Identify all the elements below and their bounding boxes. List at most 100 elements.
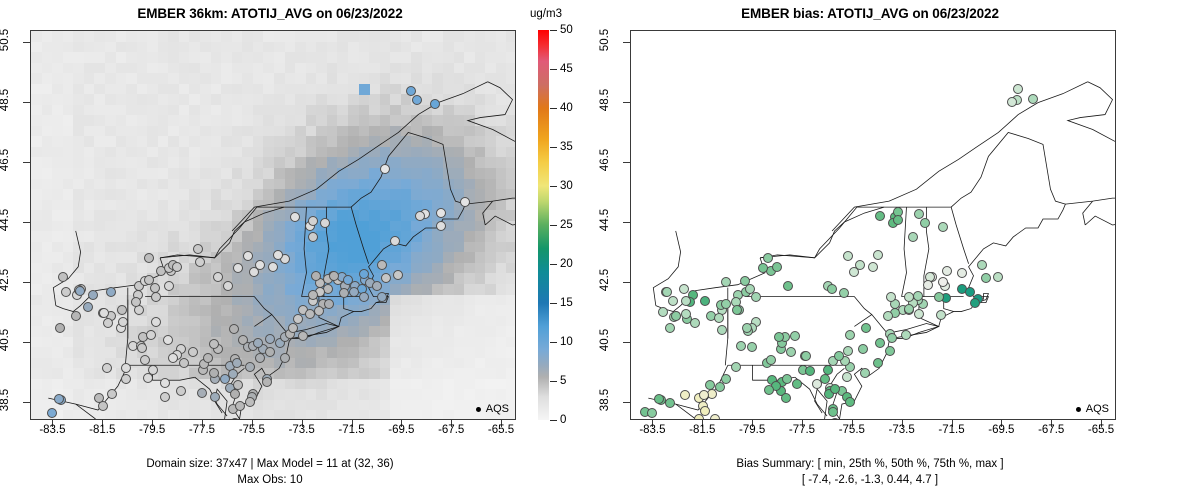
aqs-station-marker[interactable] [377, 292, 388, 303]
aqs-station-marker[interactable] [93, 393, 104, 403]
aqs-station-marker[interactable] [855, 260, 866, 270]
aqs-station-marker[interactable] [860, 368, 871, 379]
aqs-station-marker[interactable] [824, 389, 835, 400]
aqs-station-marker[interactable] [380, 273, 391, 283]
aqs-station-marker[interactable] [150, 317, 161, 327]
aqs-station-marker[interactable] [883, 310, 894, 321]
aqs-station-marker[interactable] [130, 297, 141, 308]
aqs-station-marker[interactable] [970, 298, 980, 309]
aqs-station-marker[interactable] [741, 322, 752, 333]
aqs-station-marker[interactable] [964, 286, 975, 297]
aqs-station-marker[interactable] [681, 296, 692, 307]
aqs-station-marker[interactable] [811, 378, 822, 389]
aqs-station-marker[interactable] [252, 337, 263, 348]
aqs-station-marker[interactable] [116, 304, 127, 315]
aqs-station-marker[interactable] [782, 374, 793, 385]
aqs-station-marker[interactable] [764, 385, 775, 396]
aqs-station-marker[interactable] [791, 379, 802, 390]
aqs-station-marker[interactable] [244, 397, 255, 408]
aqs-station-marker[interactable] [661, 286, 672, 297]
aqs-station-marker[interactable] [901, 330, 912, 341]
aqs-station-marker[interactable] [412, 95, 423, 105]
aqs-station-marker[interactable] [912, 290, 923, 301]
aqs-station-marker[interactable] [280, 353, 291, 364]
aqs-station-marker[interactable] [192, 243, 203, 254]
aqs-station-marker[interactable] [98, 401, 109, 411]
aqs-station-marker[interactable] [848, 266, 859, 277]
aqs-station-marker[interactable] [938, 221, 949, 232]
aqs-station-marker[interactable] [242, 251, 253, 262]
aqs-station-marker[interactable] [941, 265, 952, 276]
aqs-station-marker[interactable] [148, 365, 159, 375]
aqs-station-marker[interactable] [840, 355, 851, 366]
aqs-station-marker[interactable] [845, 330, 856, 341]
aqs-station-marker[interactable] [700, 295, 711, 306]
aqs-station-marker[interactable] [667, 296, 678, 307]
aqs-station-marker[interactable] [844, 397, 855, 408]
aqs-station-marker[interactable] [54, 394, 65, 405]
aqs-station-marker[interactable] [842, 251, 853, 262]
aqs-station-marker[interactable] [197, 388, 208, 399]
aqs-station-marker[interactable] [348, 286, 359, 297]
aqs-station-marker[interactable] [414, 211, 425, 222]
aqs-station-marker[interactable] [358, 292, 369, 303]
aqs-station-marker[interactable] [146, 330, 157, 341]
aqs-station-marker[interactable] [671, 310, 682, 321]
aqs-station-marker[interactable] [143, 252, 154, 263]
aqs-station-marker[interactable] [993, 271, 1004, 282]
aqs-station-marker[interactable] [735, 341, 746, 351]
aqs-station-marker[interactable] [248, 266, 259, 277]
aqs-station-marker[interactable] [307, 231, 318, 242]
aqs-station-marker[interactable] [57, 272, 68, 283]
aqs-station-marker[interactable] [220, 374, 231, 384]
aqs-station-marker[interactable] [780, 392, 791, 403]
aqs-station-marker[interactable] [175, 386, 186, 396]
aqs-station-marker[interactable] [88, 290, 99, 300]
aqs-station-marker[interactable] [304, 309, 315, 320]
aqs-station-marker[interactable] [342, 274, 353, 285]
aqs-station-marker[interactable] [751, 291, 762, 302]
aqs-station-marker[interactable] [789, 330, 800, 341]
aqs-station-marker[interactable] [160, 391, 171, 402]
aqs-station-marker[interactable] [771, 262, 782, 273]
aqs-station-marker[interactable] [136, 342, 147, 353]
aqs-station-marker[interactable] [272, 249, 283, 260]
aqs-station-marker[interactable] [328, 271, 339, 282]
aqs-station-marker[interactable] [834, 350, 845, 361]
aqs-station-marker[interactable] [800, 350, 811, 361]
aqs-station-marker[interactable] [872, 357, 883, 368]
aqs-station-marker[interactable] [739, 276, 750, 287]
aqs-station-marker[interactable] [46, 407, 57, 418]
aqs-station-marker[interactable] [867, 262, 878, 273]
aqs-station-marker[interactable] [721, 276, 732, 287]
aqs-station-marker[interactable] [715, 382, 726, 393]
aqs-station-marker[interactable] [227, 369, 238, 380]
aqs-station-marker[interactable] [689, 318, 700, 329]
aqs-station-marker[interactable] [887, 333, 898, 344]
aqs-station-marker[interactable] [980, 273, 991, 283]
aqs-station-marker[interactable] [957, 267, 968, 278]
aqs-station-marker[interactable] [842, 345, 853, 356]
aqs-station-marker[interactable] [860, 322, 871, 333]
aqs-station-marker[interactable] [310, 270, 321, 281]
aqs-station-marker[interactable] [208, 367, 219, 378]
panel-model-plot-frame[interactable]: AQS [30, 30, 516, 420]
aqs-station-marker[interactable] [105, 287, 116, 298]
aqs-station-marker[interactable] [745, 284, 756, 295]
aqs-station-marker[interactable] [872, 249, 883, 260]
aqs-station-marker[interactable] [875, 211, 886, 222]
aqs-station-marker[interactable] [267, 262, 278, 273]
aqs-station-marker[interactable] [232, 263, 243, 273]
aqs-station-marker[interactable] [195, 257, 206, 267]
aqs-station-marker[interactable] [435, 208, 446, 219]
aqs-station-marker[interactable] [232, 380, 243, 391]
aqs-station-marker[interactable] [102, 363, 113, 374]
aqs-station-marker[interactable] [149, 283, 160, 294]
aqs-station-marker[interactable] [297, 331, 308, 342]
aqs-station-marker[interactable] [287, 323, 298, 333]
aqs-station-marker[interactable] [82, 302, 93, 313]
aqs-station-marker[interactable] [134, 281, 145, 292]
aqs-station-marker[interactable] [405, 85, 416, 96]
aqs-station-marker[interactable] [222, 281, 233, 291]
aqs-station-marker[interactable] [435, 220, 446, 231]
